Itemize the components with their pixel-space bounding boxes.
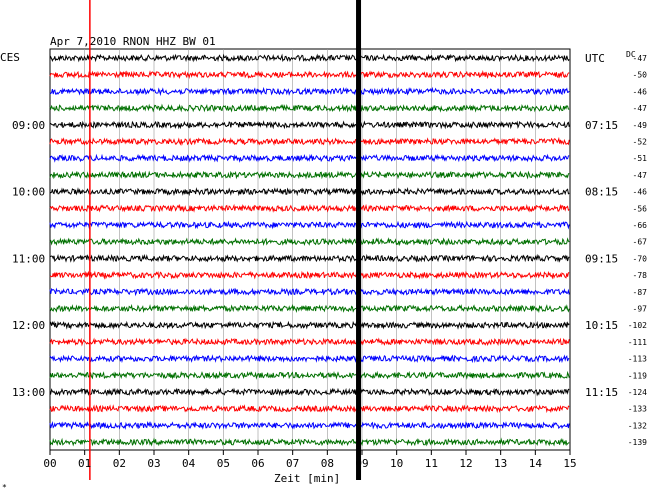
dc-offset-label: -46 [633,188,648,197]
trace-4 [49,103,570,113]
right-hour-label: 07:15 [585,119,618,132]
left-hour-label: 10:00 [12,186,45,199]
right-hour-label: 11:15 [585,386,618,399]
left-hour-label: 11:00 [12,252,45,265]
x-axis-label: Zeit [min] [274,472,340,485]
x-tick-label-14: 14 [529,457,543,470]
dc-offset-label: -56 [633,204,648,213]
seismic-traces [49,53,570,447]
right-hour-label: UTC [585,52,605,65]
trace-6 [49,136,570,147]
dc-offset-label: -78 [633,271,648,280]
trace-19 [49,354,570,364]
trace-20 [49,370,570,380]
left-hour-label: 09:00 [12,119,45,132]
trace-15 [49,287,570,297]
dc-offset-label: -47 [633,104,648,113]
grid-lines [84,49,536,450]
trace-8 [49,170,570,180]
trace-22 [49,404,570,414]
dc-offset-label: -113 [628,355,647,364]
plot-frame [49,48,571,451]
x-tick-label-10: 10 [390,457,403,470]
x-tick-label-08: 08 [321,457,334,470]
trace-13 [49,253,570,263]
dc-offset-label: -70 [633,254,648,263]
right-hour-label: 10:15 [585,319,618,332]
x-tick-label-11: 11 [425,457,438,470]
dc-offset-label: -52 [633,138,648,147]
dc-offset-header: DC [626,50,636,59]
dc-offset-label: -119 [628,371,647,380]
trace-17 [49,320,570,330]
x-tick-label-13: 13 [494,457,507,470]
x-tick-label-03: 03 [147,457,160,470]
event-markers [89,0,362,480]
footnote-mark: * [2,483,7,492]
trace-9 [49,187,570,197]
x-axis-ticks: 00 01 02 03 04 05 06 07 08 09 10 11 12 13 14 15 [43,450,577,470]
trace-5 [49,120,570,130]
dc-offset-label: -67 [633,238,648,247]
trace-21 [49,387,570,397]
dc-offset-label: -132 [628,421,647,430]
x-tick-label-02: 02 [113,457,126,470]
dc-offset-label: -47 [633,54,648,63]
dc-offset-label: -66 [633,221,648,230]
chart-title: Apr 7,2010 RNON HHZ BW 01 [50,35,216,48]
right-hour-labels: UTC 07:15 08:15 09:15 10:15 11:15 [585,52,618,399]
dc-offset-label: -47 [633,171,648,180]
trace-10 [49,203,570,213]
x-tick-label-04: 04 [182,457,196,470]
dc-offset-label: -102 [628,321,647,330]
left-timezone-label: CES [0,51,20,64]
dc-offset-label: -139 [628,438,647,447]
dc-offset-label: -97 [633,305,648,314]
dc-offset-label: -111 [628,338,647,347]
left-hour-label: 12:00 [12,319,45,332]
dc-offset-label: -124 [628,388,647,397]
left-hour-labels: 09:00 10:00 11:00 12:00 13:00 [12,119,45,399]
dc-offset-labels: -47 -50 -46 -47 -49 -52 -51 -47 -46 -56 -66 -67 -70 -… [628,54,647,447]
trace-23 [49,420,570,430]
right-hour-label: 09:15 [585,252,618,265]
dc-offset-label: -87 [633,288,648,297]
dc-offset-label: -49 [633,121,648,130]
trace-3 [49,86,570,97]
x-tick-label-07: 07 [286,457,299,470]
trace-7 [49,153,570,163]
trace-11 [49,220,570,230]
x-tick-label-09: 09 [355,457,368,470]
dc-offset-label: -133 [628,405,647,414]
dc-offset-label: -51 [633,154,648,163]
left-hour-label: 13:00 [12,386,45,399]
dc-offset-label: -46 [633,87,648,96]
dc-offset-label: -50 [633,71,648,80]
x-tick-label-12: 12 [459,457,472,470]
x-tick-label-05: 05 [217,457,230,470]
trace-24 [49,437,570,447]
x-tick-label-01: 01 [78,457,91,470]
trace-1 [49,53,570,63]
trace-18 [49,337,570,347]
x-tick-label-00: 00 [43,457,56,470]
x-tick-label-06: 06 [251,457,264,470]
right-hour-label: 08:15 [585,186,618,199]
trace-14 [49,270,570,280]
trace-12 [49,237,570,247]
trace-16 [49,303,570,314]
x-tick-label-15: 15 [563,457,576,470]
trace-2 [49,70,570,80]
